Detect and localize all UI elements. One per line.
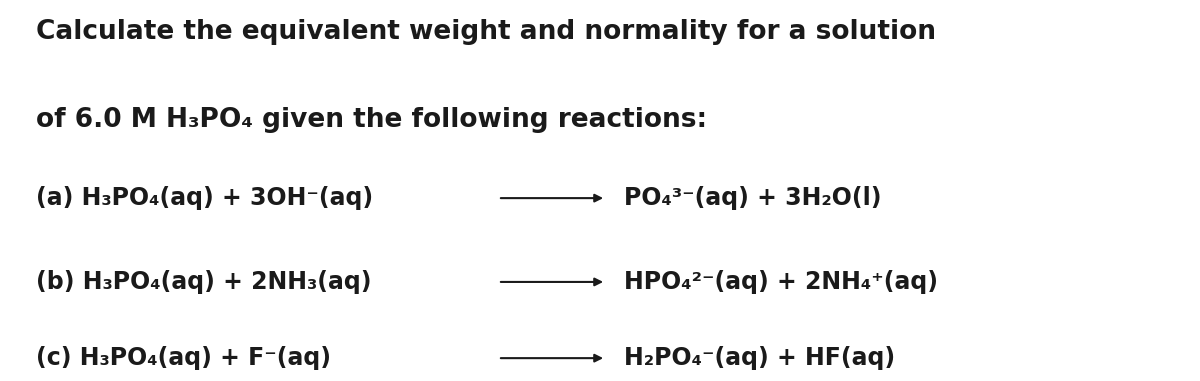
Text: PO₄³⁻(aq) + 3H₂O(l): PO₄³⁻(aq) + 3H₂O(l): [624, 186, 882, 210]
Text: (a) H₃PO₄(aq) + 3OH⁻(aq): (a) H₃PO₄(aq) + 3OH⁻(aq): [36, 186, 373, 210]
Text: (c) H₃PO₄(aq) + F⁻(aq): (c) H₃PO₄(aq) + F⁻(aq): [36, 346, 331, 370]
Text: HPO₄²⁻(aq) + 2NH₄⁺(aq): HPO₄²⁻(aq) + 2NH₄⁺(aq): [624, 270, 938, 294]
Text: H₂PO₄⁻(aq) + HF(aq): H₂PO₄⁻(aq) + HF(aq): [624, 346, 895, 370]
Text: of 6.0 M H₃PO₄ given the following reactions:: of 6.0 M H₃PO₄ given the following react…: [36, 107, 707, 133]
Text: (b) H₃PO₄(aq) + 2NH₃(aq): (b) H₃PO₄(aq) + 2NH₃(aq): [36, 270, 372, 294]
Text: Calculate the equivalent weight and normality for a solution: Calculate the equivalent weight and norm…: [36, 19, 936, 45]
